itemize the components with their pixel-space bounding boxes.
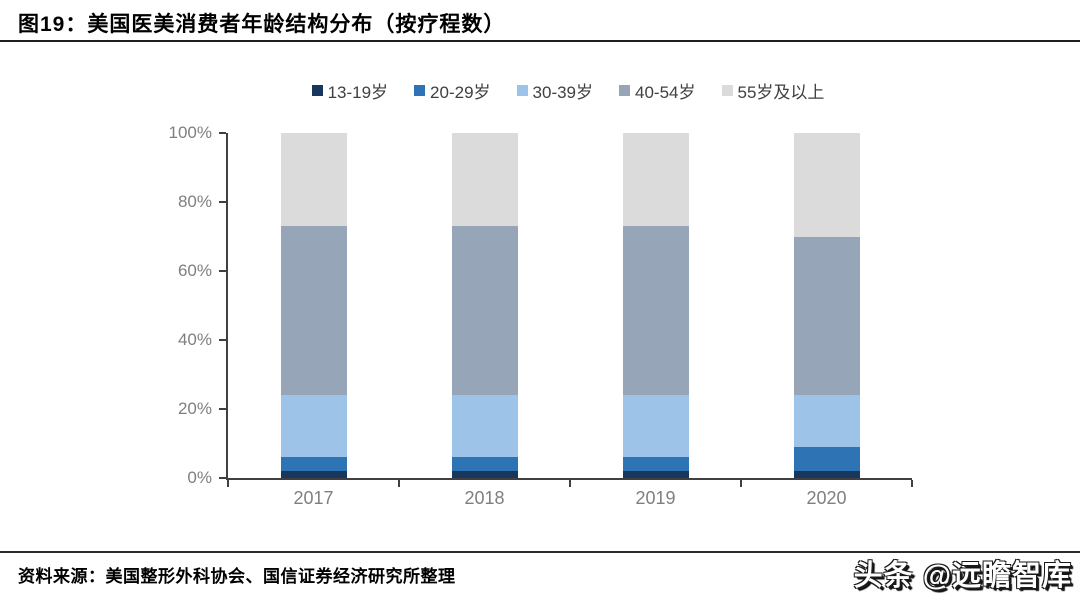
y-axis-tick (219, 408, 226, 410)
bar-segment-30-39岁 (280, 395, 347, 458)
bar-segment-20-29岁 (793, 446, 860, 472)
y-axis-tick (219, 339, 226, 341)
legend-swatch-icon (311, 85, 323, 96)
stacked-bar-2017 (280, 133, 347, 478)
y-axis-tick (219, 270, 226, 272)
x-axis-tick (398, 480, 400, 487)
y-axis-label: 20% (177, 399, 212, 418)
x-axis-tick (911, 480, 913, 487)
plot-area: 0% 20% 40% 60% 80% 100% 2017 2018 2019 2020 (169, 123, 913, 508)
bar-segment-13-19岁 (622, 471, 689, 478)
x-axis-label-2017: 2017 (293, 488, 334, 508)
legend-item-4: 55岁及以上 (721, 78, 825, 103)
bar-segment-55岁及以上 (280, 133, 347, 227)
bar-segment-30-39岁 (793, 395, 860, 447)
bar-segment-40-54岁 (793, 236, 860, 396)
bar-segment-13-19岁 (451, 471, 518, 478)
y-axis-tick (219, 477, 226, 479)
y-axis-label: 0% (187, 468, 212, 487)
bar-segment-20-29岁 (622, 457, 689, 472)
y-axis-label: 100% (168, 123, 212, 142)
bar-segment-55岁及以上 (451, 133, 518, 227)
bar-segment-55岁及以上 (622, 133, 689, 227)
legend-label: 13-19岁 (327, 83, 389, 102)
watermark: 头条 @远瞻智库 (853, 560, 1072, 592)
bar-segment-13-19岁 (793, 471, 860, 478)
legend-label: 40-54岁 (635, 83, 696, 102)
stacked-bar-2018 (451, 133, 518, 478)
x-axis-label-2020: 2020 (806, 488, 847, 508)
bar-segment-13-19岁 (280, 471, 347, 478)
x-axis-tick (569, 480, 571, 487)
y-axis-label: 40% (177, 330, 212, 349)
x-axis-tick (227, 480, 229, 487)
legend-item-1: 20-29岁 (414, 78, 491, 103)
y-axis-tick (219, 132, 226, 134)
y-axis-label: 60% (177, 261, 212, 280)
bar-segment-40-54岁 (622, 226, 689, 396)
legend-swatch-icon (619, 85, 631, 96)
chart-legend: 13-19岁 20-29岁 30-39岁 40-54岁 55岁及以上 (226, 78, 910, 103)
bar-segment-30-39岁 (451, 395, 518, 458)
x-axis-label-2018: 2018 (464, 488, 505, 508)
title-divider (0, 40, 1080, 42)
legend-item-0: 13-19岁 (311, 78, 389, 103)
bar-segment-30-39岁 (622, 395, 689, 458)
legend-label: 20-29岁 (430, 83, 491, 102)
stacked-bar-2020 (793, 133, 860, 478)
bar-segment-20-29岁 (280, 457, 347, 472)
legend-label: 30-39岁 (532, 83, 594, 102)
legend-label: 55岁及以上 (737, 83, 825, 102)
legend-item-2: 30-39岁 (516, 78, 594, 103)
legend-swatch-icon (516, 85, 528, 96)
figure-title: 图19：美国医美消费者年龄结构分布（按疗程数） (18, 13, 506, 36)
source-note: 资料来源：美国整形外科协会、国信证券经济研究所整理 (18, 567, 456, 586)
bar-segment-55岁及以上 (793, 133, 860, 237)
legend-swatch-icon (721, 85, 733, 96)
footer-divider (0, 551, 1080, 553)
x-axis-tick (740, 480, 742, 487)
bar-segment-20-29岁 (451, 457, 518, 472)
bar-segment-40-54岁 (451, 226, 518, 396)
y-axis-tick (219, 201, 226, 203)
y-axis-label: 80% (177, 192, 212, 211)
stacked-bar-2019 (622, 133, 689, 478)
legend-item-3: 40-54岁 (619, 78, 696, 103)
x-axis-label-2019: 2019 (635, 488, 676, 508)
legend-swatch-icon (414, 85, 426, 96)
bar-segment-40-54岁 (280, 226, 347, 396)
